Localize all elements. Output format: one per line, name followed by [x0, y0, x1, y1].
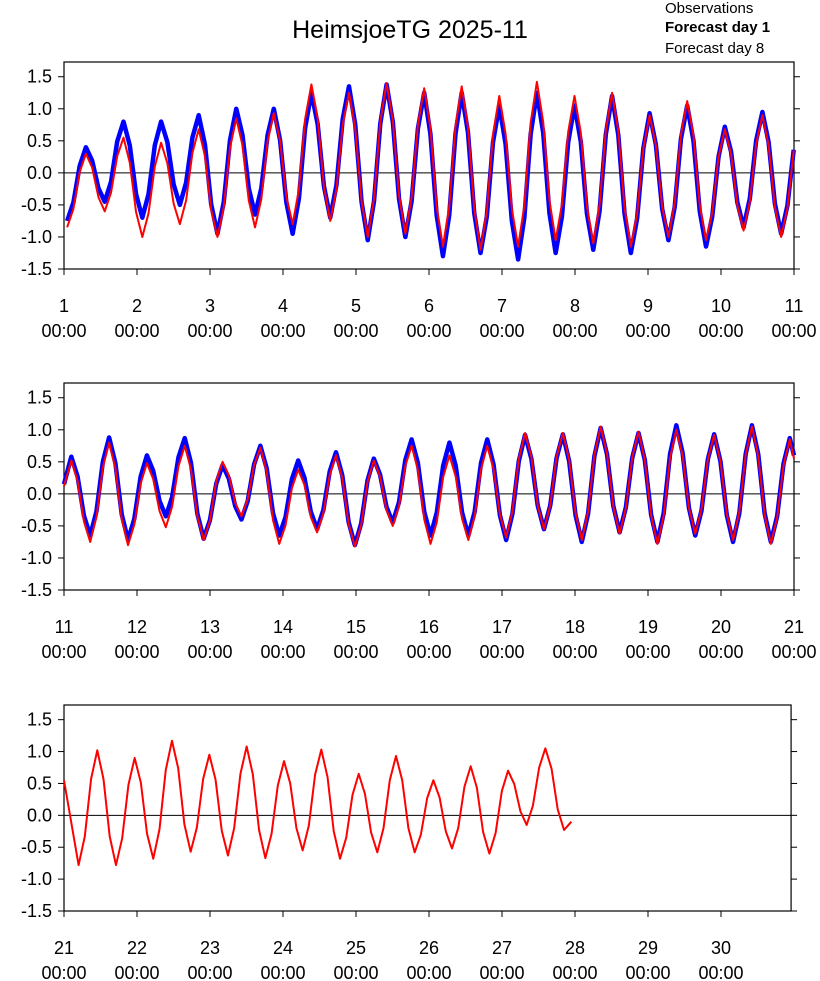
x-tick-label: 2 — [132, 296, 142, 316]
series-line — [63, 739, 573, 867]
y-tick-label: -1.5 — [21, 580, 52, 600]
x-tick-time: 00:00 — [114, 321, 159, 341]
plot-frame — [63, 61, 795, 270]
y-tick-label: 0.0 — [27, 484, 52, 504]
series-line — [66, 80, 795, 251]
x-tick-time: 00:00 — [625, 963, 670, 981]
x-tick-label: 12 — [127, 617, 147, 637]
x-tick-label: 28 — [565, 938, 585, 958]
x-tick-label: 17 — [492, 617, 512, 637]
x-tick-label: 11 — [55, 617, 74, 637]
y-tick-label: -1.0 — [21, 548, 52, 568]
y-tick-label: 0.5 — [27, 131, 52, 151]
x-tick-label: 10 — [711, 296, 731, 316]
x-tick-time: 00:00 — [114, 963, 159, 981]
y-tick-label: 1.0 — [27, 742, 52, 762]
x-tick-time: 00:00 — [260, 321, 305, 341]
x-tick-time: 00:00 — [406, 321, 451, 341]
x-tick-time: 00:00 — [552, 642, 597, 662]
x-tick-time: 00:00 — [41, 963, 86, 981]
x-tick-time: 00:00 — [552, 321, 597, 341]
x-tick-time: 00:00 — [260, 963, 305, 981]
plot-frame — [63, 704, 792, 912]
y-tick-label: -1.5 — [21, 901, 52, 921]
x-tick-time: 00:00 — [625, 642, 670, 662]
x-tick-time: 00:00 — [479, 963, 524, 981]
x-tick-label: 13 — [200, 617, 220, 637]
x-tick-label: 25 — [346, 938, 366, 958]
x-tick-label: 14 — [273, 617, 293, 637]
x-tick-label: 18 — [565, 617, 585, 637]
x-tick-label: 16 — [419, 617, 439, 637]
x-tick-label: 21 — [784, 617, 804, 637]
y-tick-label: 1.5 — [27, 710, 52, 730]
x-tick-time: 00:00 — [41, 321, 86, 341]
x-tick-time: 00:00 — [406, 963, 451, 981]
x-tick-time: 00:00 — [406, 642, 451, 662]
x-tick-label: 26 — [419, 938, 439, 958]
x-tick-time: 00:00 — [479, 642, 524, 662]
x-tick-label: 7 — [497, 296, 507, 316]
y-tick-label: 1.5 — [27, 388, 52, 408]
y-tick-label: 0.0 — [27, 805, 52, 825]
series-line — [63, 425, 795, 548]
x-tick-label: 15 — [346, 617, 366, 637]
y-tick-label: -1.5 — [21, 259, 52, 279]
x-tick-label: 4 — [278, 296, 288, 316]
legend-entry: Observations — [665, 0, 753, 17]
x-tick-label: 22 — [127, 938, 147, 958]
x-tick-time: 00:00 — [698, 963, 743, 981]
x-tick-label: 6 — [424, 296, 434, 316]
x-tick-label: 27 — [492, 938, 512, 958]
y-tick-label: 1.0 — [27, 420, 52, 440]
x-tick-time: 00:00 — [625, 321, 670, 341]
y-tick-label: 1.0 — [27, 99, 52, 119]
x-tick-label: 30 — [711, 938, 731, 958]
x-tick-label: 23 — [200, 938, 220, 958]
x-tick-label: 9 — [643, 296, 653, 316]
y-tick-label: -0.5 — [21, 195, 52, 215]
x-tick-time: 00:00 — [187, 321, 232, 341]
chart-title: HeimsjoeTG 2025-11 — [292, 16, 528, 44]
y-tick-label: 1.5 — [27, 67, 52, 87]
x-tick-time: 00:00 — [114, 642, 159, 662]
x-tick-label: 24 — [273, 938, 293, 958]
x-tick-time: 00:00 — [41, 642, 86, 662]
x-tick-label: 8 — [570, 296, 580, 316]
x-tick-time: 00:00 — [698, 642, 743, 662]
y-tick-label: -0.5 — [21, 516, 52, 536]
x-tick-time: 00:00 — [187, 963, 232, 981]
x-tick-time: 00:00 — [479, 321, 524, 341]
x-tick-label: 5 — [351, 296, 361, 316]
x-tick-time: 00:00 — [187, 642, 232, 662]
x-tick-time: 00:00 — [552, 963, 597, 981]
x-tick-label: 19 — [638, 617, 658, 637]
x-tick-time: 00:00 — [260, 642, 305, 662]
y-tick-label: -0.5 — [21, 837, 52, 857]
y-tick-label: 0.5 — [27, 773, 52, 793]
x-tick-label: 20 — [711, 617, 731, 637]
y-tick-label: -1.0 — [21, 227, 52, 247]
x-tick-label: 21 — [54, 938, 74, 958]
y-tick-label: -1.0 — [21, 869, 52, 889]
legend-entry: Forecast day 1 — [665, 19, 770, 36]
x-tick-label: 29 — [638, 938, 658, 958]
x-tick-label: 1 — [59, 296, 69, 316]
x-tick-time: 00:00 — [333, 642, 378, 662]
y-tick-label: 0.0 — [27, 163, 52, 183]
x-tick-label: 11 — [785, 296, 804, 316]
legend-entry: Forecast day 8 — [665, 40, 764, 57]
series-line — [61, 423, 797, 548]
x-tick-time: 00:00 — [771, 642, 816, 662]
x-tick-label: 3 — [205, 296, 215, 316]
y-tick-label: 0.5 — [27, 452, 52, 472]
x-tick-time: 00:00 — [333, 321, 378, 341]
x-tick-time: 00:00 — [771, 321, 816, 341]
x-tick-time: 00:00 — [333, 963, 378, 981]
x-tick-time: 00:00 — [698, 321, 743, 341]
